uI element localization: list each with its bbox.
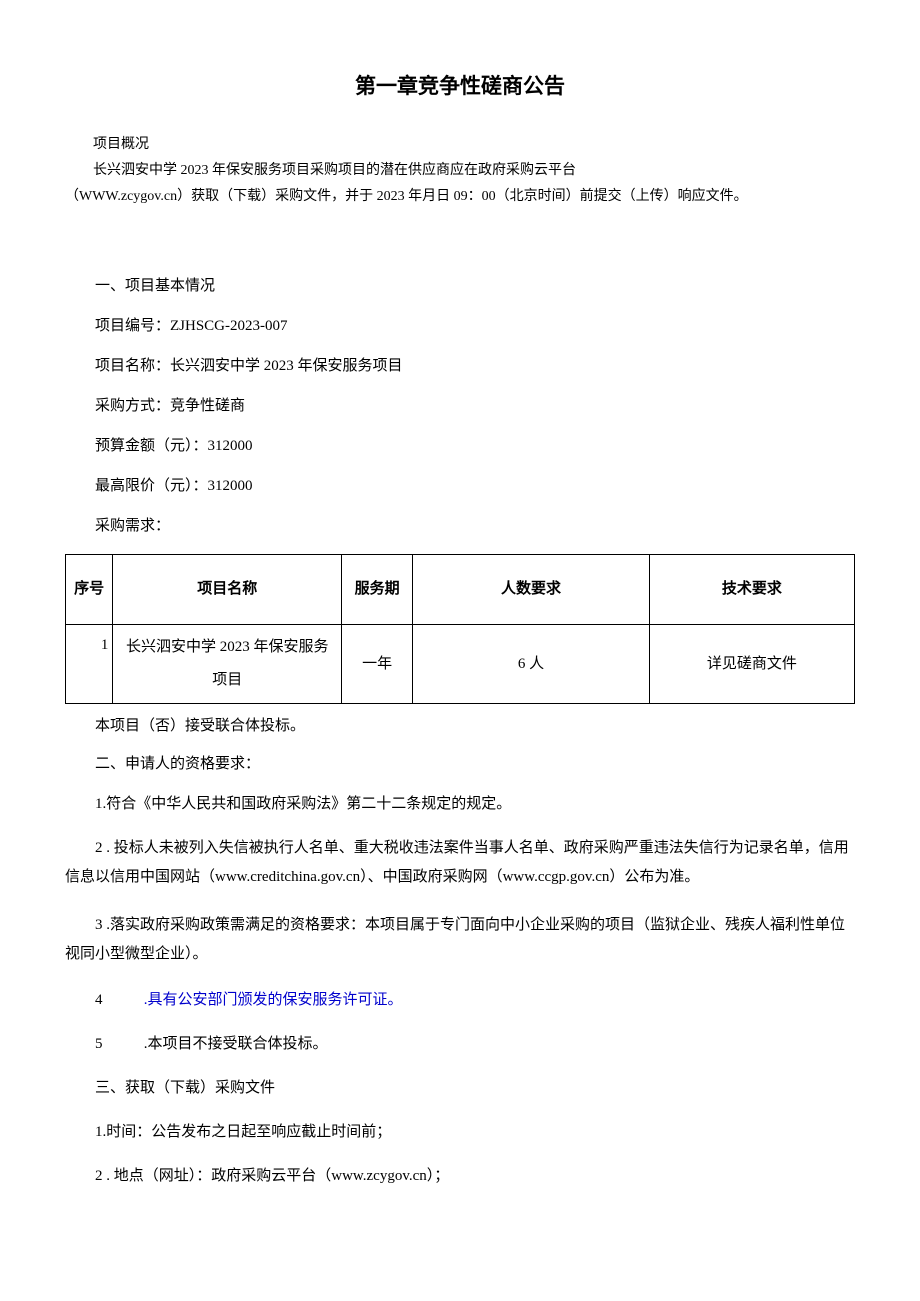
consortium-note: 本项目（否）接受联合体投标。 xyxy=(65,714,855,738)
section2-item4: 4 .具有公安部门颁发的保安服务许可证。 xyxy=(65,988,855,1012)
section2-heading: 二、申请人的资格要求： xyxy=(65,752,855,776)
th-tech: 技术要求 xyxy=(649,554,854,624)
section1-heading: 一、项目基本情况 xyxy=(65,274,855,298)
th-name: 项目名称 xyxy=(113,554,342,624)
max-price: 最高限价（元）：312000 xyxy=(65,474,855,498)
section3-item2: 2 . 地点（网址）：政府采购云平台（www.zcygov.cn）； xyxy=(65,1164,855,1188)
td-seq: 1 xyxy=(66,624,113,703)
procurement-method: 采购方式：竞争性磋商 xyxy=(65,394,855,418)
section2-item2: 2 . 投标人未被列入失信被执行人名单、重大税收违法案件当事人名单、政府采购严重… xyxy=(65,834,855,891)
th-period: 服务期 xyxy=(342,554,413,624)
section2-item1: 1.符合《中华人民共和国政府采购法》第二十二条规定的规定。 xyxy=(65,790,855,819)
td-count: 6 人 xyxy=(413,624,650,703)
section2-item3: 3 .落实政府采购政策需满足的资格要求：本项目属于专门面向中小企业采购的项目（监… xyxy=(65,911,855,968)
section3-item1: 1.时间：公告发布之日起至响应截止时间前； xyxy=(65,1120,855,1144)
page-title: 第一章竞争性磋商公告 xyxy=(65,70,855,104)
item5-number: 5 xyxy=(95,1032,140,1056)
td-name: 长兴泗安中学 2023 年保安服务项目 xyxy=(113,624,342,703)
overview-line1: 长兴泗安中学 2023 年保安服务项目采购项目的潜在供应商应在政府采购云平台 xyxy=(65,160,855,182)
overview-label: 项目概况 xyxy=(65,134,855,156)
project-name: 项目名称：长兴泗安中学 2023 年保安服务项目 xyxy=(65,354,855,378)
section2-item5: 5 .本项目不接受联合体投标。 xyxy=(65,1032,855,1056)
item4-text: .具有公安部门颁发的保安服务许可证。 xyxy=(144,992,403,1008)
table-header-row: 序号 项目名称 服务期 人数要求 技术要求 xyxy=(66,554,855,624)
overview-section: 项目概况 长兴泗安中学 2023 年保安服务项目采购项目的潜在供应商应在政府采购… xyxy=(65,134,855,209)
budget-amount: 预算金额（元）：312000 xyxy=(65,434,855,458)
table-row: 1 长兴泗安中学 2023 年保安服务项目 一年 6 人 详见磋商文件 xyxy=(66,624,855,703)
item4-number: 4 xyxy=(95,988,140,1012)
requirements-label: 采购需求： xyxy=(65,514,855,538)
th-count: 人数要求 xyxy=(413,554,650,624)
requirements-table: 序号 项目名称 服务期 人数要求 技术要求 1 长兴泗安中学 2023 年保安服… xyxy=(65,554,855,704)
project-number: 项目编号：ZJHSCG-2023-007 xyxy=(65,314,855,338)
overview-line2: （WWW.zcygov.cn）获取（下载）采购文件，并于 2023 年月日 09… xyxy=(65,186,855,208)
td-tech: 详见磋商文件 xyxy=(649,624,854,703)
th-seq: 序号 xyxy=(66,554,113,624)
item5-text: .本项目不接受联合体投标。 xyxy=(144,1036,328,1052)
section3-heading: 三、获取（下载）采购文件 xyxy=(65,1076,855,1100)
td-period: 一年 xyxy=(342,624,413,703)
